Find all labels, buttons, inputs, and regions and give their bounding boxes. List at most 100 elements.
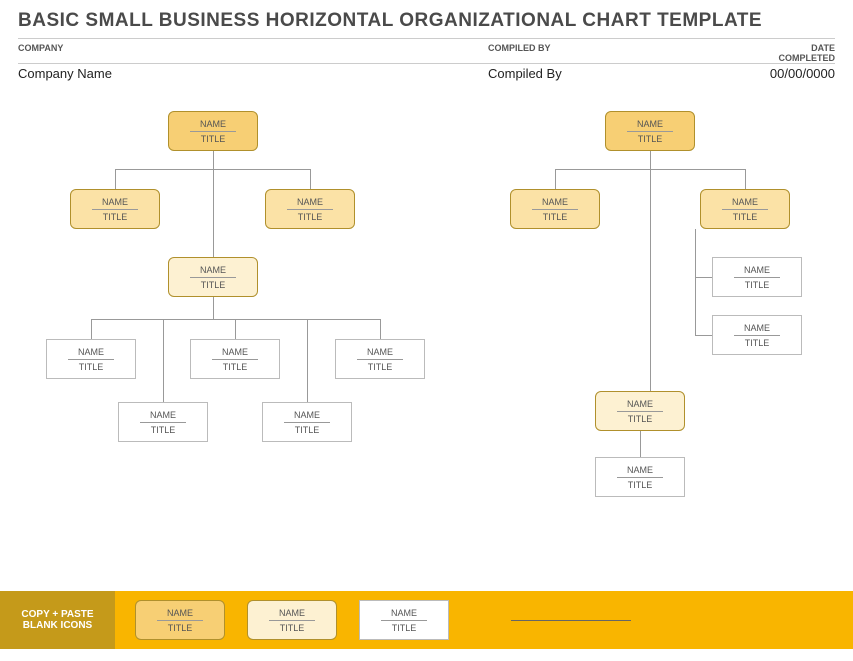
header-company: COMPANY (18, 43, 488, 63)
node-title-label: TITLE (298, 212, 323, 222)
node-title-label: TITLE (103, 212, 128, 222)
connector-line (555, 169, 556, 189)
org-node[interactable]: NAME TITLE (510, 189, 600, 229)
node-divider (212, 359, 258, 360)
node-title-label: TITLE (368, 362, 393, 372)
node-divider (532, 209, 578, 210)
value-company: Company Name (18, 66, 488, 81)
footer-label-line1: COPY + PASTE (21, 609, 93, 620)
node-title-label: TITLE (151, 425, 176, 435)
org-node[interactable]: NAME TITLE (700, 189, 790, 229)
node-divider (140, 422, 186, 423)
node-name-label: NAME (294, 410, 320, 420)
connector-line (213, 297, 214, 319)
node-title-label: TITLE (628, 480, 653, 490)
sample-node[interactable]: NAME TITLE (359, 600, 449, 640)
node-title-label: TITLE (638, 134, 663, 144)
node-name-label: NAME (627, 399, 653, 409)
node-name-label: NAME (279, 608, 305, 618)
connector-line (695, 277, 712, 278)
org-node[interactable]: NAME TITLE (168, 257, 258, 297)
node-name-label: NAME (150, 410, 176, 420)
node-divider (357, 359, 403, 360)
node-name-label: NAME (367, 347, 393, 357)
node-divider (627, 131, 673, 132)
node-name-label: NAME (627, 465, 653, 475)
node-title-label: TITLE (168, 623, 193, 633)
node-divider (617, 411, 663, 412)
node-name-label: NAME (102, 197, 128, 207)
node-title-label: TITLE (733, 212, 758, 222)
node-divider (190, 277, 236, 278)
node-name-label: NAME (167, 608, 193, 618)
node-title-label: TITLE (79, 362, 104, 372)
connector-line (695, 229, 696, 335)
org-node[interactable]: NAMETITLE (190, 339, 280, 379)
footer-bar: COPY + PASTE BLANK ICONS NAME TITLE NAME TI… (0, 591, 853, 649)
connector-line (310, 169, 311, 189)
connector-line (650, 169, 651, 391)
node-title-label: TITLE (201, 134, 226, 144)
node-name-label: NAME (542, 197, 568, 207)
node-divider (269, 620, 315, 621)
value-compiled-by: Compiled By (488, 66, 758, 81)
sample-node[interactable]: NAME TITLE (247, 600, 337, 640)
node-divider (284, 422, 330, 423)
sample-connector[interactable] (511, 620, 631, 621)
connector-line (307, 319, 308, 402)
header-labels: COMPANY COMPILED BY DATE COMPLETED (0, 39, 853, 63)
org-node[interactable]: NAMETITLE (265, 189, 355, 229)
node-name-label: NAME (744, 265, 770, 275)
connector-line (91, 319, 92, 339)
node-name-label: NAME (732, 197, 758, 207)
header-date-completed: DATE COMPLETED (758, 43, 835, 63)
node-divider (190, 131, 236, 132)
connector-line (163, 319, 164, 402)
connector-line (115, 169, 116, 189)
org-node[interactable]: NAME TITLE (262, 402, 352, 442)
node-name-label: NAME (200, 265, 226, 275)
node-divider (734, 335, 780, 336)
node-title-label: TITLE (543, 212, 568, 222)
node-title-label: TITLE (392, 623, 417, 633)
node-name-label: NAME (391, 608, 417, 618)
footer-body: NAME TITLE NAME TITLE NAME TITLE (115, 591, 853, 649)
page-title: BASIC SMALL BUSINESS HORIZONTAL ORGANIZA… (0, 0, 853, 38)
org-node[interactable]: NAME TITLE (335, 339, 425, 379)
connector-line (380, 319, 381, 339)
node-title-label: TITLE (280, 623, 305, 633)
node-divider (68, 359, 114, 360)
node-name-label: NAME (637, 119, 663, 129)
connector-line (745, 169, 746, 189)
node-name-label: NAME (200, 119, 226, 129)
org-node[interactable]: NAME TITLE (712, 257, 802, 297)
org-node[interactable]: NAME TITLE (605, 111, 695, 151)
node-divider (92, 209, 138, 210)
node-name-label: NAME (78, 347, 104, 357)
value-date-completed: 00/00/0000 (758, 66, 835, 81)
org-node[interactable]: NAME TITLE (595, 457, 685, 497)
node-title-label: TITLE (223, 362, 248, 372)
node-divider (381, 620, 427, 621)
footer-label: COPY + PASTE BLANK ICONS (0, 591, 115, 649)
connector-line (91, 319, 381, 320)
org-node[interactable]: NAMETITLE (712, 315, 802, 355)
connector-line (650, 151, 651, 169)
org-node[interactable]: NAME TITLE (46, 339, 136, 379)
org-node[interactable]: NAME TITLE (70, 189, 160, 229)
node-title-label: TITLE (745, 280, 770, 290)
node-title-label: TITLE (745, 338, 770, 348)
org-node[interactable]: NAME TITLE (168, 111, 258, 151)
org-chart-canvas: NAME TITLE NAME TITLE NAME TITLE NAME TITLE NAME… (0, 89, 853, 579)
node-divider (617, 477, 663, 478)
node-title-label: TITLE (201, 280, 226, 290)
connector-line (235, 319, 236, 339)
org-node[interactable]: NAME TITLE (118, 402, 208, 442)
node-title-label: TITLE (628, 414, 653, 424)
org-node[interactable]: NAME TITLE (595, 391, 685, 431)
connector-line (695, 335, 712, 336)
sample-node[interactable]: NAME TITLE (135, 600, 225, 640)
node-title-label: TITLE (295, 425, 320, 435)
connector-line (213, 169, 214, 257)
connector-line (640, 431, 641, 457)
